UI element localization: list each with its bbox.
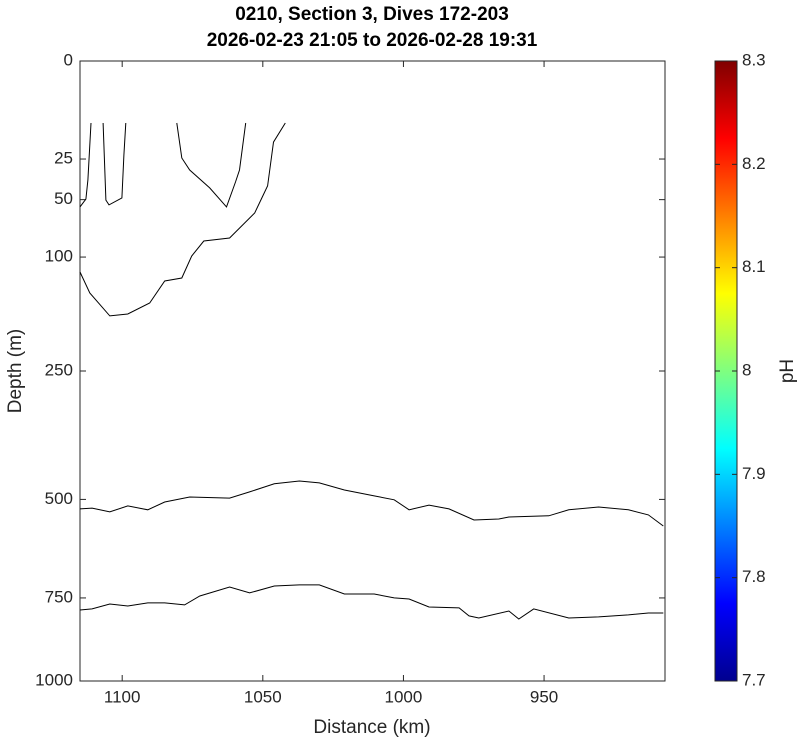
y-tick-label: 25	[54, 149, 73, 168]
contour-line	[79, 122, 286, 317]
y-tick-label: 250	[45, 360, 73, 379]
y-axis-label: Depth (m)	[5, 329, 26, 413]
contour-line	[102, 122, 127, 206]
colorbar-tick-label: 7.8	[742, 567, 766, 586]
contour-line	[79, 584, 664, 620]
chart-title: 0210, Section 3, Dives 172-203	[235, 4, 509, 25]
x-tick-label: 950	[530, 687, 558, 706]
x-tick-label: 1100	[104, 687, 141, 706]
contour-line	[79, 480, 664, 527]
y-tick-label: 50	[54, 189, 73, 208]
y-tick-label: 1000	[35, 670, 73, 689]
x-tick-label: 1000	[385, 687, 423, 706]
colorbar-tick-label: 8	[742, 360, 751, 379]
y-tick-label: 0	[64, 50, 73, 69]
colorbar-tick-label: 7.7	[742, 670, 766, 689]
colorbar-tick-label: 8.3	[742, 50, 766, 69]
colorbar-tick-label: 8.2	[742, 154, 766, 173]
contour-line	[176, 122, 247, 208]
contour-line	[79, 122, 92, 208]
x-axis-label: Distance (km)	[313, 717, 430, 738]
plot-frame	[79, 60, 666, 682]
x-tick-label: 1050	[244, 687, 282, 706]
y-tick-label: 750	[45, 587, 73, 606]
y-tick-label: 500	[45, 489, 73, 508]
chart-subtitle: 2026-02-23 21:05 to 2026-02-28 19:31	[207, 30, 538, 51]
colorbar-label: pH	[777, 359, 798, 383]
y-tick-label: 100	[45, 247, 73, 266]
colorbar-tick-label: 8.1	[742, 257, 766, 276]
colorbar-tick-label: 7.9	[742, 464, 766, 483]
